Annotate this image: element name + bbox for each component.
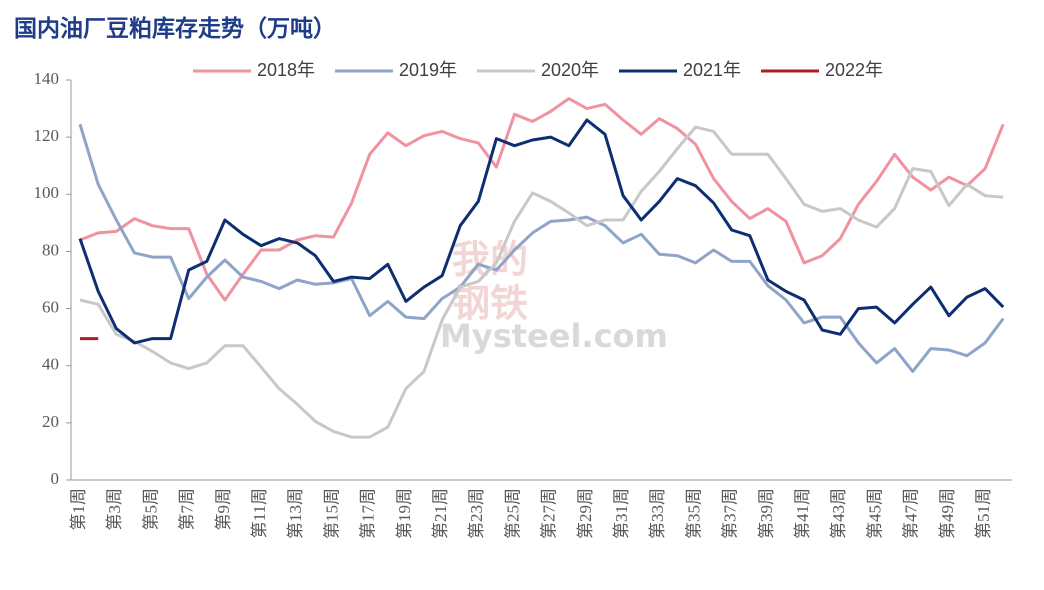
line-series <box>78 123 1005 373</box>
line-series <box>79 97 1005 302</box>
x-tick-label: 第35周 <box>684 488 703 539</box>
x-tick-label: 第45周 <box>865 488 884 539</box>
x-tick-label: 第43周 <box>829 488 848 539</box>
x-tick-label: 第29周 <box>576 488 595 539</box>
y-tick-label: 0 <box>51 469 60 488</box>
x-tick-label: 第25周 <box>503 488 522 539</box>
x-tick-label: 第27周 <box>540 488 559 539</box>
y-tick-label: 60 <box>42 297 59 316</box>
x-tick-label: 第41周 <box>793 488 812 539</box>
line-series <box>78 118 1005 345</box>
x-tick-label: 第23周 <box>467 488 486 539</box>
x-tick-label: 第49周 <box>938 488 957 539</box>
x-tick-label: 第1周 <box>69 488 88 531</box>
legend-label: 2020年 <box>541 60 599 80</box>
watermark: 我的 <box>452 238 528 282</box>
y-tick-label: 100 <box>34 183 60 202</box>
x-tick-label: 第3周 <box>105 488 124 531</box>
legend-label: 2022年 <box>825 60 883 80</box>
watermark: 钢铁 <box>452 282 528 326</box>
legend-label: 2018年 <box>257 60 315 80</box>
legend-label: 2021年 <box>683 60 741 80</box>
y-tick-label: 40 <box>42 355 59 374</box>
x-tick-label: 第7周 <box>178 488 197 531</box>
x-tick-label: 第15周 <box>322 488 341 539</box>
watermark: Mysteel.com <box>440 317 668 355</box>
x-tick-label: 第37周 <box>721 488 740 539</box>
x-tick-label: 第31周 <box>612 488 631 539</box>
x-tick-label: 第11周 <box>250 488 269 538</box>
x-tick-label: 第39周 <box>757 488 776 539</box>
x-tick-label: 第33周 <box>648 488 667 539</box>
x-tick-label: 第19周 <box>395 488 414 539</box>
x-tick-label: 第21周 <box>431 488 450 539</box>
x-tick-label: 第51周 <box>974 488 993 539</box>
chart-title: 国内油厂豆粕库存走势（万吨） <box>14 15 336 42</box>
legend-label: 2019年 <box>399 60 457 80</box>
x-tick-label: 第13周 <box>286 488 305 539</box>
line-series <box>79 125 1004 439</box>
x-tick-label: 第9周 <box>214 488 233 531</box>
y-tick-label: 140 <box>34 69 60 88</box>
y-tick-label: 20 <box>42 412 59 431</box>
y-tick-label: 80 <box>42 240 59 259</box>
y-tick-label: 120 <box>34 126 60 145</box>
x-tick-label: 第5周 <box>141 488 160 531</box>
x-tick-label: 第47周 <box>902 488 921 539</box>
x-tick-label: 第17周 <box>359 488 378 539</box>
